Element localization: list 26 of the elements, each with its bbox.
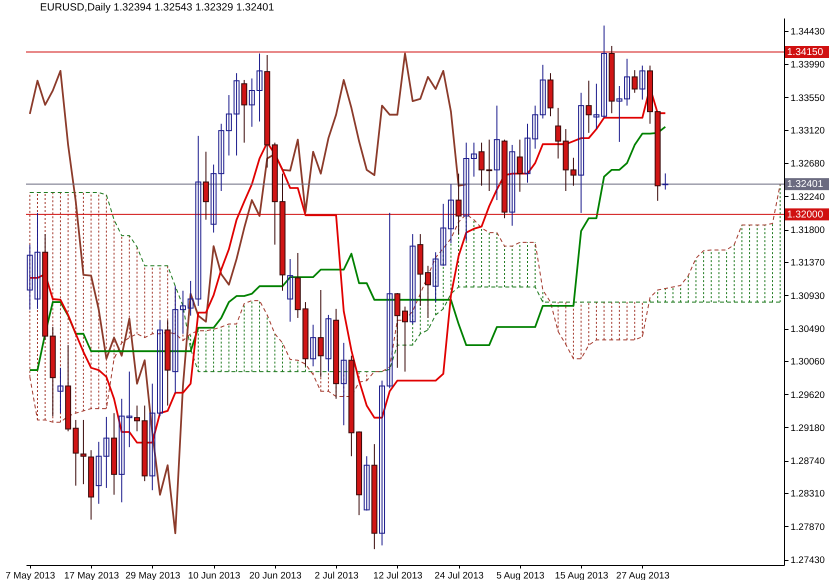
x-tick-label: 24 Jul 2013	[434, 570, 484, 580]
y-tick-label: 1.27430	[790, 555, 825, 566]
y-tick-label: 1.27870	[790, 522, 825, 533]
ref-line-label: 1.32401	[787, 179, 824, 190]
y-tick-label: 1.34430	[790, 26, 825, 38]
y-tick-label: 1.32680	[790, 158, 825, 170]
y-tick-label: 1.33550	[790, 92, 825, 104]
x-tick-label: 2 Jul 2013	[314, 570, 359, 580]
ref-line-label: 1.32000	[787, 209, 824, 220]
y-tick-label: 1.33990	[790, 60, 825, 71]
y-tick-label: 1.29180	[790, 422, 825, 434]
y-tick-label: 1.31800	[790, 225, 825, 236]
x-tick-label: 20 Jun 2013	[249, 570, 302, 580]
x-tick-label: 12 Jul 2013	[373, 570, 422, 580]
ref-line-label: 1.34150	[787, 47, 824, 58]
chart-title: EURUSD,Daily 1.32394 1.32543 1.32329 1.32401	[40, 2, 274, 14]
y-tick-label: 1.28310	[790, 488, 825, 500]
y-tick-label: 1.29620	[790, 390, 825, 401]
y-tick-label: 1.30490	[790, 324, 825, 336]
y-tick-label: 1.33120	[790, 125, 825, 136]
y-tick-label: 1.31370	[790, 258, 825, 269]
y-tick-label: 1.32240	[790, 192, 825, 203]
y-tick-label: 1.28740	[790, 456, 825, 468]
x-tick-label: 10 Jun 2013	[188, 570, 240, 580]
y-tick-label: 1.30060	[790, 356, 825, 368]
y-tick-label: 1.30930	[790, 290, 825, 302]
